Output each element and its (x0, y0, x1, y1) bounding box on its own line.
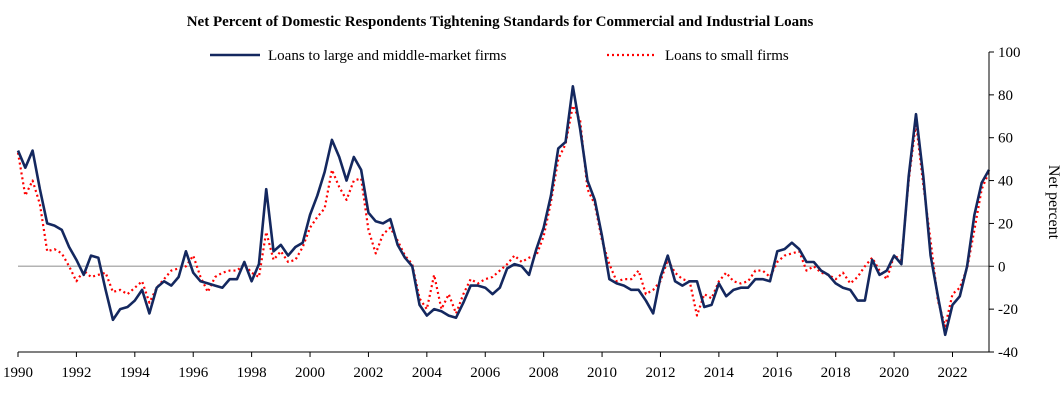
series-line-large-firms (16, 84, 991, 337)
x-tick-label: 2008 (529, 365, 559, 381)
y-tick-label: 20 (998, 216, 1013, 232)
y-tick-label: 100 (998, 45, 1021, 61)
legend-label-large-firms: Loans to large and middle-market firms (268, 48, 507, 64)
x-tick-label: 2000 (295, 365, 325, 381)
y-tick-label: 40 (998, 174, 1013, 190)
x-tick-label: 2012 (645, 365, 675, 381)
y-axis-ticks: 100 80 60 40 20 0 -20 -40 (989, 45, 1021, 361)
x-tick-label: 1992 (61, 365, 91, 381)
x-tick-label: 2022 (937, 365, 967, 381)
y-tick-label: 60 (998, 131, 1013, 147)
series-layer (16, 84, 991, 337)
y-tick-label: -20 (998, 302, 1018, 318)
x-axis-ticks: 1990 1992 1994 1996 1998 2000 2002 2004 2006 2008… (3, 352, 967, 381)
x-tick-label: 2016 (762, 365, 793, 381)
x-tick-label: 2006 (470, 365, 501, 381)
x-tick-label: 2002 (353, 365, 383, 381)
x-tick-label: 2010 (587, 365, 617, 381)
x-tick-label: 2018 (821, 365, 851, 381)
y-tick-label: -40 (998, 345, 1018, 361)
legend: Loans to large and middle-market firms L… (210, 48, 789, 64)
y-axis-label: Net percent (1045, 165, 1060, 240)
x-tick-label: 2014 (704, 365, 735, 381)
y-tick-label: 0 (998, 259, 1006, 275)
x-tick-label: 2020 (879, 365, 909, 381)
axes: 1990 1992 1994 1996 1998 2000 2002 2004 2006 2008… (3, 45, 1021, 381)
x-tick-label: 1994 (120, 365, 151, 381)
x-tick-label: 2004 (412, 365, 443, 381)
x-tick-label: 1996 (178, 365, 209, 381)
series-line-small-firms (16, 104, 991, 328)
legend-label-small-firms: Loans to small firms (665, 48, 789, 64)
x-tick-label: 1990 (3, 365, 33, 381)
x-tick-label: 1998 (237, 365, 267, 381)
y-tick-label: 80 (998, 88, 1013, 104)
chart-title: Net Percent of Domestic Respondents Tigh… (187, 14, 814, 30)
